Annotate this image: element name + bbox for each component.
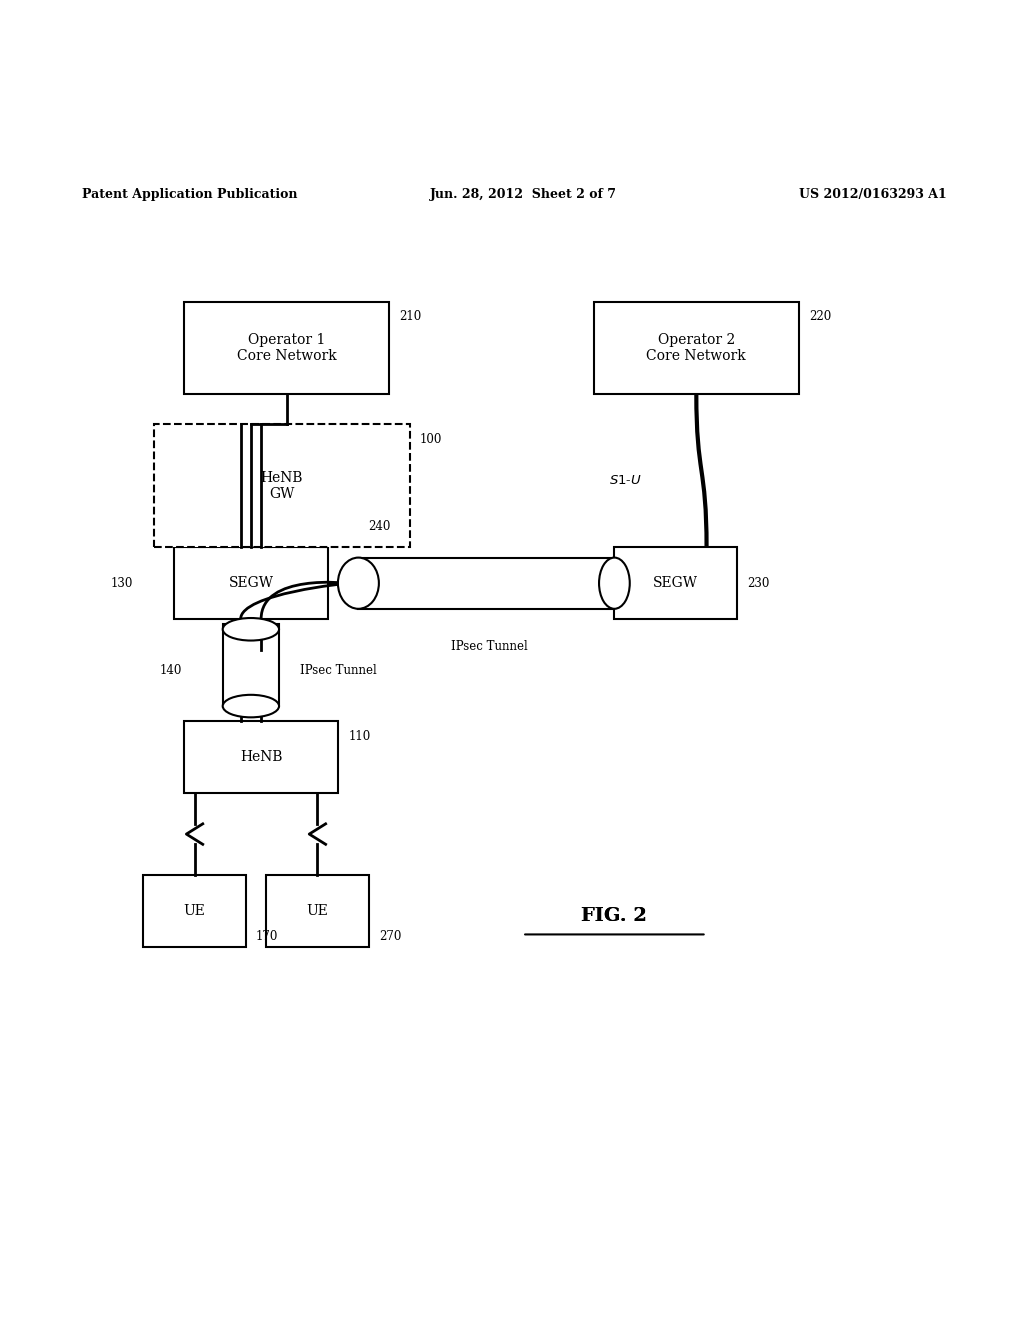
Text: 100: 100 — [420, 433, 442, 446]
FancyBboxPatch shape — [184, 722, 338, 793]
Text: UE: UE — [306, 904, 329, 917]
FancyBboxPatch shape — [594, 301, 799, 393]
Text: US 2012/0163293 A1: US 2012/0163293 A1 — [799, 187, 946, 201]
Text: 230: 230 — [748, 577, 770, 590]
Text: FIG. 2: FIG. 2 — [582, 907, 647, 925]
Text: 270: 270 — [379, 931, 401, 942]
Ellipse shape — [599, 557, 630, 609]
FancyBboxPatch shape — [143, 875, 246, 946]
Text: HeNB
GW: HeNB GW — [260, 471, 303, 502]
Ellipse shape — [223, 618, 279, 640]
Text: Operator 1
Core Network: Operator 1 Core Network — [237, 333, 337, 363]
Text: 130: 130 — [111, 577, 133, 590]
Text: FIG. 2: FIG. 2 — [582, 907, 647, 925]
FancyBboxPatch shape — [174, 548, 328, 619]
Text: 210: 210 — [399, 310, 422, 323]
FancyBboxPatch shape — [614, 548, 737, 619]
Text: HeNB: HeNB — [240, 750, 283, 764]
Text: $S1$-$U$: $S1$-$U$ — [609, 474, 642, 487]
Text: 140: 140 — [160, 664, 182, 677]
Text: UE: UE — [183, 904, 206, 917]
Text: 240: 240 — [369, 520, 391, 533]
Text: SEGW: SEGW — [653, 577, 698, 590]
Text: IPsec Tunnel: IPsec Tunnel — [300, 664, 376, 677]
Text: Operator 2
Core Network: Operator 2 Core Network — [646, 333, 746, 363]
Text: 110: 110 — [348, 730, 371, 743]
Text: Patent Application Publication: Patent Application Publication — [82, 187, 297, 201]
Text: 170: 170 — [256, 931, 279, 942]
Text: 220: 220 — [809, 310, 831, 323]
Ellipse shape — [223, 694, 279, 717]
Bar — [223, 624, 279, 706]
FancyBboxPatch shape — [154, 425, 410, 548]
FancyBboxPatch shape — [184, 301, 389, 393]
FancyBboxPatch shape — [266, 875, 369, 946]
Text: IPsec Tunnel: IPsec Tunnel — [451, 639, 527, 652]
Text: Jun. 28, 2012  Sheet 2 of 7: Jun. 28, 2012 Sheet 2 of 7 — [430, 187, 617, 201]
Text: SEGW: SEGW — [228, 577, 273, 590]
Bar — [358, 557, 614, 609]
Ellipse shape — [338, 557, 379, 609]
